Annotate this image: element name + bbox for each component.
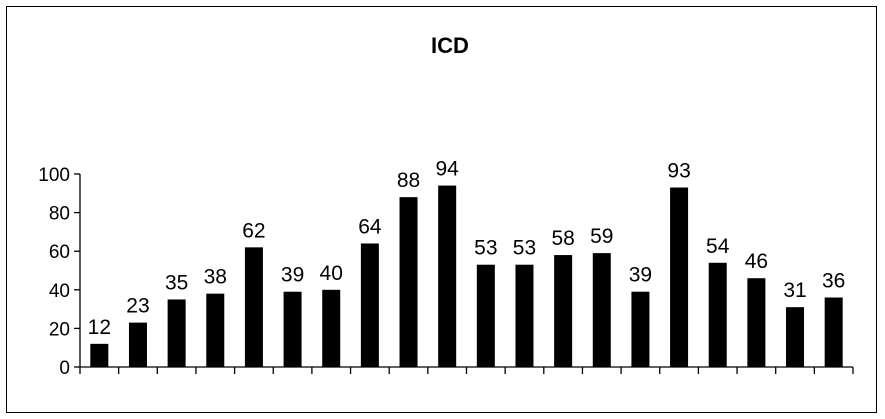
y-tick-label: 40 xyxy=(49,281,70,302)
data-label: 94 xyxy=(435,158,459,181)
y-tick-label: 80 xyxy=(49,204,70,225)
data-label: 31 xyxy=(783,279,806,302)
bar xyxy=(206,293,225,367)
bar xyxy=(128,322,147,367)
data-label: 53 xyxy=(474,237,497,260)
bar xyxy=(786,307,805,367)
y-tick-label: 100 xyxy=(38,165,70,186)
bar xyxy=(322,289,341,367)
bar xyxy=(283,291,302,367)
bar xyxy=(476,264,495,367)
bar xyxy=(167,299,186,367)
data-label: 39 xyxy=(629,264,652,287)
data-label: 36 xyxy=(822,270,845,293)
data-label: 46 xyxy=(745,250,768,273)
bar xyxy=(670,187,689,367)
data-label: 62 xyxy=(242,219,265,242)
bar xyxy=(824,297,843,367)
data-label: 64 xyxy=(358,215,382,238)
bar xyxy=(90,343,109,367)
data-labels: 12 23 35 38 62 39 40 64 88 94 53 53 58 59 39 93 54 46 31 36 xyxy=(88,158,846,339)
y-tick-label: 20 xyxy=(49,319,70,340)
y-axis: 0 20 40 60 80 100 xyxy=(38,165,81,379)
data-label: 54 xyxy=(706,235,730,258)
data-label: 88 xyxy=(397,169,420,192)
bar xyxy=(631,291,650,367)
data-label: 40 xyxy=(320,262,343,285)
data-label: 39 xyxy=(281,264,304,287)
data-label: 59 xyxy=(590,225,613,248)
bars xyxy=(90,185,843,367)
bar xyxy=(515,264,534,367)
chart-title: ICD xyxy=(431,33,469,58)
data-label: 23 xyxy=(126,295,149,318)
bar xyxy=(244,247,263,367)
bar xyxy=(708,262,727,367)
bar xyxy=(438,185,457,367)
bar xyxy=(360,243,379,367)
bar xyxy=(399,197,418,367)
bar xyxy=(592,253,611,367)
data-label: 58 xyxy=(551,227,574,250)
y-tick-label: 0 xyxy=(59,358,70,379)
bar xyxy=(554,255,573,367)
x-axis xyxy=(79,366,854,374)
data-label: 53 xyxy=(513,237,536,260)
bar xyxy=(747,278,766,367)
data-label: 38 xyxy=(204,266,227,289)
data-label: 93 xyxy=(667,160,690,183)
data-label: 35 xyxy=(165,271,188,294)
y-tick-label: 60 xyxy=(49,242,70,263)
data-label: 12 xyxy=(88,316,111,339)
